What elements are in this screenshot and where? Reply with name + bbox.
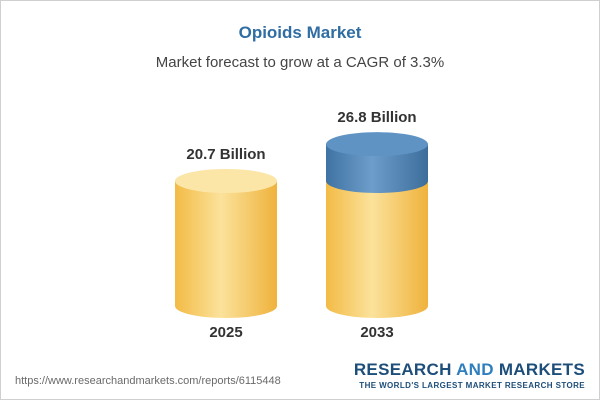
x-tick-label-2033: 2033 xyxy=(360,324,393,341)
bar-growth-segment-top xyxy=(326,132,428,157)
bar-base-segment-top xyxy=(175,169,277,193)
x-tick-label-2025: 2025 xyxy=(209,324,242,341)
source-url[interactable]: https://www.researchandmarkets.com/repor… xyxy=(15,375,281,387)
bar-growth-segment-body xyxy=(326,144,428,193)
chart-title: Opioids Market xyxy=(238,23,362,42)
brand-name: RESEARCH AND MARKETS xyxy=(354,361,585,379)
chart-subtitle: Market forecast to grow at a CAGR of 3.3… xyxy=(155,54,445,71)
brand-word-research: RESEARCH xyxy=(353,360,452,379)
data-label-2033: 26.8 Billion xyxy=(337,109,416,126)
bar-growth-segment xyxy=(326,132,428,193)
bar-2025 xyxy=(175,169,277,318)
brand-tagline: THE WORLD'S LARGEST MARKET RESEARCH STOR… xyxy=(359,381,585,390)
bar-2033 xyxy=(326,132,428,318)
brand-logo[interactable]: RESEARCH AND MARKETS THE WORLD'S LARGEST… xyxy=(354,361,585,391)
bar-base-segment-body xyxy=(175,181,277,318)
data-label-2025: 20.7 Billion xyxy=(186,146,265,163)
bar-base-segment xyxy=(326,181,428,318)
brand-word-and: AND xyxy=(456,360,494,379)
bar-base-segment-body xyxy=(326,181,428,318)
brand-word-markets: MARKETS xyxy=(498,360,585,379)
bar-base-segment xyxy=(175,169,277,318)
